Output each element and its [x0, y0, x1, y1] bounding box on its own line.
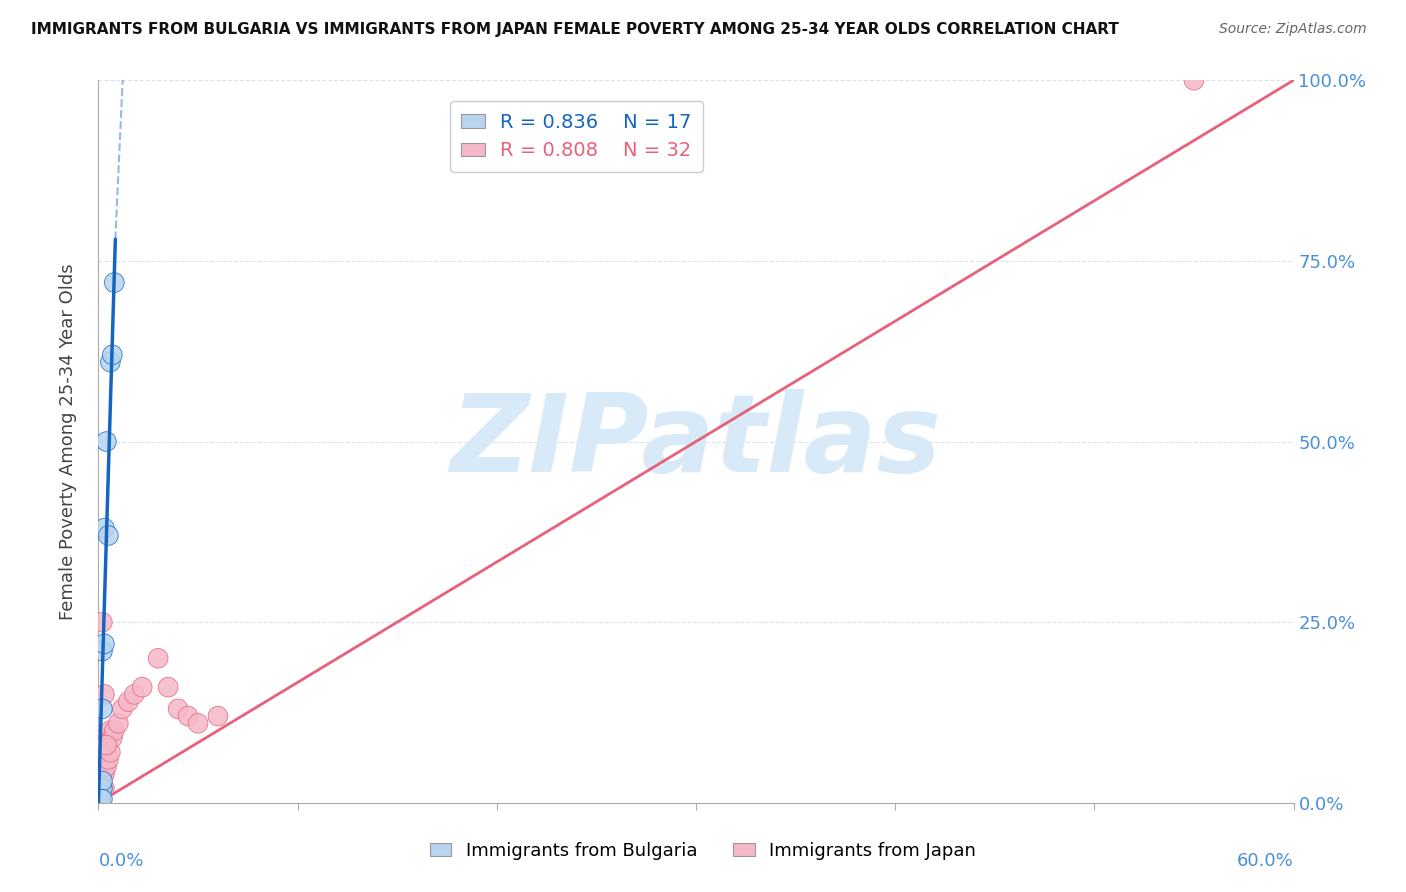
Point: [89, 792, 111, 806]
Point: [93, 687, 115, 701]
Point: [91, 702, 114, 716]
Point: [93, 781, 115, 796]
Point: [93, 752, 115, 766]
Point: [148, 651, 170, 665]
Point: [91, 644, 114, 658]
Point: [167, 702, 190, 716]
Point: [101, 348, 124, 362]
Point: [96, 760, 118, 774]
Point: [90, 781, 112, 796]
Point: [89, 792, 111, 806]
Point: [98, 355, 122, 369]
Text: 60.0%: 60.0%: [1237, 852, 1294, 870]
Text: IMMIGRANTS FROM BULGARIA VS IMMIGRANTS FROM JAPAN FEMALE POVERTY AMONG 25-34 YEA: IMMIGRANTS FROM BULGARIA VS IMMIGRANTS F…: [31, 22, 1119, 37]
Point: [1182, 73, 1205, 87]
Text: Source: ZipAtlas.com: Source: ZipAtlas.com: [1219, 22, 1367, 37]
Point: [111, 702, 134, 716]
Point: [89, 792, 111, 806]
Point: [187, 716, 209, 731]
Point: [91, 752, 114, 766]
Point: [96, 434, 118, 449]
Point: [124, 687, 146, 701]
Point: [93, 521, 115, 535]
Legend: R = 0.836    N = 17, R = 0.808    N = 32: R = 0.836 N = 17, R = 0.808 N = 32: [450, 101, 703, 172]
Point: [96, 731, 118, 745]
Point: [98, 723, 122, 738]
Point: [103, 723, 125, 738]
Point: [93, 637, 115, 651]
Point: [131, 680, 153, 694]
Point: [91, 781, 114, 796]
Point: [89, 781, 111, 796]
Point: [91, 615, 114, 630]
Point: [91, 767, 114, 781]
Legend: Immigrants from Bulgaria, Immigrants from Japan: Immigrants from Bulgaria, Immigrants fro…: [422, 835, 984, 867]
Point: [96, 745, 118, 759]
Text: 0.0%: 0.0%: [98, 852, 143, 870]
Point: [157, 680, 180, 694]
Point: [89, 767, 111, 781]
Point: [97, 752, 120, 766]
Point: [91, 792, 114, 806]
Point: [107, 716, 129, 731]
Point: [103, 276, 125, 290]
Point: [177, 709, 200, 723]
Point: [97, 731, 120, 745]
Point: [117, 695, 139, 709]
Point: [93, 767, 115, 781]
Point: [101, 731, 124, 745]
Point: [91, 774, 114, 789]
Point: [89, 789, 111, 803]
Point: [97, 528, 120, 542]
Point: [207, 709, 229, 723]
Point: [98, 745, 122, 759]
Text: ZIPatlas: ZIPatlas: [450, 389, 942, 494]
Point: [91, 781, 114, 796]
Point: [96, 738, 118, 752]
Y-axis label: Female Poverty Among 25-34 Year Olds: Female Poverty Among 25-34 Year Olds: [59, 263, 77, 620]
